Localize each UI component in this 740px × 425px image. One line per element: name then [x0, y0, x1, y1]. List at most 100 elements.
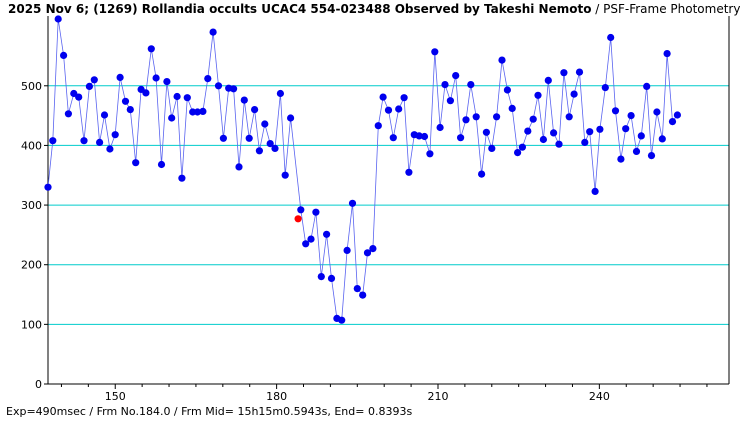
data-point-121: [673, 111, 682, 119]
data-point-15: [121, 97, 130, 105]
data-point-78: [452, 72, 460, 80]
data-point-2: [54, 15, 62, 23]
data-point-60: [359, 291, 367, 299]
data-point-6: [75, 93, 83, 101]
data-point-104: [586, 128, 594, 136]
data-points: [44, 15, 682, 324]
data-point-82: [472, 113, 480, 121]
data-point-45: [276, 89, 284, 98]
data-point-61: [363, 249, 372, 257]
data-point-41: [255, 147, 263, 155]
data-point-32: [209, 28, 217, 36]
data-point-115: [643, 82, 651, 90]
data-point-58: [348, 199, 357, 207]
data-point-54: [327, 274, 336, 282]
chart-title-sub: / PSF-Frame Photometry /: [591, 2, 740, 16]
data-point-63: [374, 122, 382, 130]
data-point-84: [482, 128, 490, 136]
data-point-17: [132, 159, 140, 167]
data-point-47: [287, 114, 295, 122]
data-point-93: [529, 115, 537, 123]
data-point-49: [302, 240, 310, 248]
data-point-106: [596, 125, 604, 133]
data-point-89: [508, 104, 516, 112]
data-point-30: [199, 107, 207, 115]
exposure-info: Exp=490msec / Frm No.184.0 / Frm Mid= 15…: [6, 405, 413, 418]
chart-title-main: 2025 Nov 6; (1269) Rollandia occults UCA…: [8, 2, 592, 16]
data-point-37: [235, 163, 243, 171]
data-point-94: [534, 91, 542, 99]
data-point-69: [405, 168, 413, 176]
data-point-21: [152, 74, 160, 82]
data-point-50: [307, 235, 315, 243]
data-point-76: [441, 81, 449, 89]
x-tick-label-240: 240: [589, 390, 610, 403]
data-point-67: [395, 105, 403, 113]
data-point-1: [49, 137, 57, 145]
data-point-22: [157, 160, 166, 169]
data-point-26: [178, 174, 186, 182]
data-point-72: [420, 132, 429, 141]
y-tick-label-0: 0: [35, 378, 42, 391]
data-point-29: [193, 108, 202, 116]
data-point-0: [44, 183, 52, 191]
data-point-46: [281, 171, 289, 179]
data-point-66: [389, 134, 397, 142]
data-point-107: [601, 84, 609, 92]
data-point-77: [446, 97, 454, 105]
data-point-51: [312, 208, 320, 216]
data-point-100: [565, 113, 573, 121]
data-point-105: [591, 187, 599, 195]
current-frame-point: [294, 215, 302, 223]
data-point-79: [457, 134, 465, 142]
data-point-87: [498, 56, 506, 64]
data-point-44: [271, 144, 279, 152]
chart-title: 2025 Nov 6; (1269) Rollandia occults UCA…: [8, 2, 740, 16]
data-point-20: [147, 45, 155, 53]
data-point-103: [581, 138, 589, 146]
data-point-92: [524, 127, 532, 135]
data-point-114: [637, 132, 645, 140]
data-point-57: [343, 246, 351, 254]
data-point-98: [555, 140, 563, 148]
data-point-95: [539, 135, 548, 144]
x-tick-label-180: 180: [266, 390, 287, 403]
data-point-88: [503, 86, 511, 94]
data-point-101: [570, 90, 578, 98]
data-point-73: [426, 150, 434, 158]
y-tick-label-200: 200: [21, 259, 42, 272]
data-point-90: [514, 149, 522, 157]
data-point-111: [622, 125, 630, 133]
data-point-108: [607, 33, 615, 42]
data-point-9: [90, 76, 98, 84]
data-point-65: [384, 106, 393, 114]
x-tick-label-210: 210: [427, 390, 448, 403]
data-point-97: [550, 129, 558, 137]
data-point-14: [116, 73, 124, 81]
data-point-71: [415, 132, 423, 140]
data-point-74: [431, 48, 439, 56]
data-point-16: [126, 106, 134, 114]
x-axis-ticks: 150 180 210 240: [60, 384, 708, 403]
y-tick-label-500: 500: [21, 80, 42, 93]
data-point-7: [80, 137, 88, 145]
axes: [47, 16, 730, 385]
data-point-64: [379, 93, 387, 101]
data-point-117: [653, 108, 661, 116]
data-point-99: [560, 69, 568, 77]
data-point-62: [369, 245, 377, 253]
series-line: [47, 18, 678, 321]
data-point-34: [219, 134, 227, 142]
data-point-52: [317, 273, 325, 281]
data-point-11: [100, 111, 109, 119]
data-point-83: [478, 170, 486, 178]
y-tick-label-400: 400: [21, 139, 42, 152]
data-point-81: [467, 81, 475, 89]
data-point-80: [462, 116, 470, 124]
data-point-116: [647, 152, 656, 160]
y-tick-label-100: 100: [21, 318, 42, 331]
data-point-120: [668, 118, 677, 126]
gridlines: [48, 85, 729, 325]
